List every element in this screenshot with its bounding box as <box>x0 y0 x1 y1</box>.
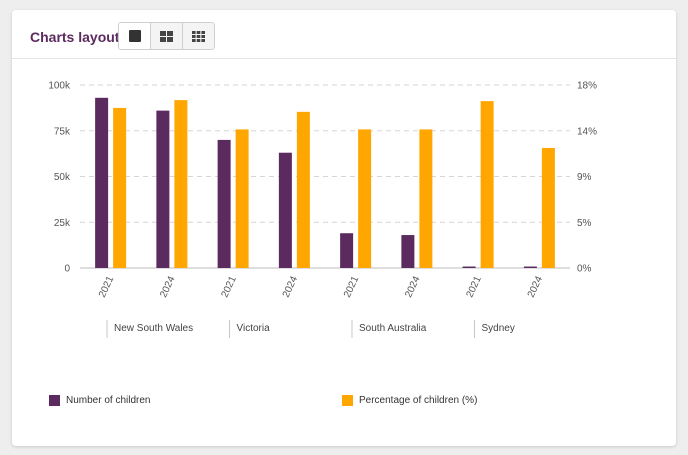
grid-lines <box>80 84 570 223</box>
layout-grid-2x2-button[interactable] <box>150 23 182 49</box>
x-tick-labels: 2021 2024 2021 2024 2021 2024 2021 2024 <box>97 274 545 299</box>
bar-number-of-children[interactable] <box>278 152 292 268</box>
single-square-icon <box>128 30 141 42</box>
y-right-tick-label: 14% <box>577 126 597 137</box>
x-tick-label: 2021 <box>342 274 362 299</box>
bar-number-of-children[interactable] <box>401 235 415 268</box>
chart-header: Charts layout: <box>12 10 676 59</box>
x-tick-label: 2021 <box>97 274 117 299</box>
bar-percentage-of-children[interactable] <box>113 107 127 268</box>
group-labels: New South Wales Victoria South Australia Sy… <box>106 320 515 338</box>
x-tick-label: 2024 <box>281 274 301 299</box>
bar-percentage-of-children[interactable] <box>419 129 433 268</box>
bar-number-of-children[interactable] <box>340 233 354 268</box>
legend-swatch-percentage <box>342 395 353 406</box>
y-right-tick-label: 9% <box>577 172 592 183</box>
grid-2x2-icon <box>160 30 173 42</box>
x-tick-label: 2021 <box>464 274 484 299</box>
group-label: New South Wales <box>114 323 193 334</box>
bar-percentage-of-children[interactable] <box>235 129 249 268</box>
legend-item-number[interactable]: Number of children <box>49 395 150 406</box>
legend-swatch-number <box>49 395 60 406</box>
x-tick-label: 2024 <box>403 274 423 299</box>
y-left-tick-label: 25k <box>54 218 71 229</box>
layout-grid-3x3-button[interactable] <box>182 23 214 49</box>
x-tick-label: 2024 <box>158 274 178 299</box>
bar-number-of-children[interactable] <box>95 97 109 268</box>
legend-item-percentage[interactable]: Percentage of children (%) <box>342 395 477 406</box>
y-left-tick-label: 75k <box>54 126 71 137</box>
y-right-tick-label: 18% <box>577 81 597 92</box>
layout-button-group <box>118 22 215 50</box>
group-label: South Australia <box>359 323 427 334</box>
group-label: Sydney <box>482 323 515 334</box>
y-right-tick-label: 5% <box>577 218 592 229</box>
legend-label-number: Number of children <box>66 395 151 406</box>
grid-3x3-icon <box>192 30 205 42</box>
group-label: Victoria <box>237 323 271 334</box>
bar-number-of-children[interactable] <box>217 139 231 268</box>
y-right-tick-label: 0% <box>577 264 592 275</box>
x-tick-label: 2021 <box>219 274 239 299</box>
legend-label-percentage: Percentage of children (%) <box>359 395 478 406</box>
y-left-tick-label: 100k <box>48 81 71 92</box>
chart-card: Charts layout: <box>12 10 676 446</box>
bar-percentage-of-children[interactable] <box>541 147 555 268</box>
bar-number-of-children[interactable] <box>156 110 170 269</box>
x-tick-label: 2024 <box>526 274 546 299</box>
bar-percentage-of-children[interactable] <box>296 111 310 268</box>
charts-layout-label: Charts layout: <box>30 29 125 45</box>
bar-number-of-children[interactable] <box>462 266 476 268</box>
axes: 0 25k 50k 75k 100k 0% 5% 9% 14% 18% <box>48 81 597 275</box>
bars <box>95 97 555 269</box>
bar-percentage-of-children[interactable] <box>480 101 494 268</box>
y-left-tick-label: 50k <box>54 172 71 183</box>
y-left-tick-label: 0 <box>64 264 70 275</box>
bar-percentage-of-children[interactable] <box>358 129 372 268</box>
bar-number-of-children[interactable] <box>523 266 537 268</box>
bar-percentage-of-children[interactable] <box>174 100 188 269</box>
layout-single-button[interactable] <box>119 23 150 49</box>
